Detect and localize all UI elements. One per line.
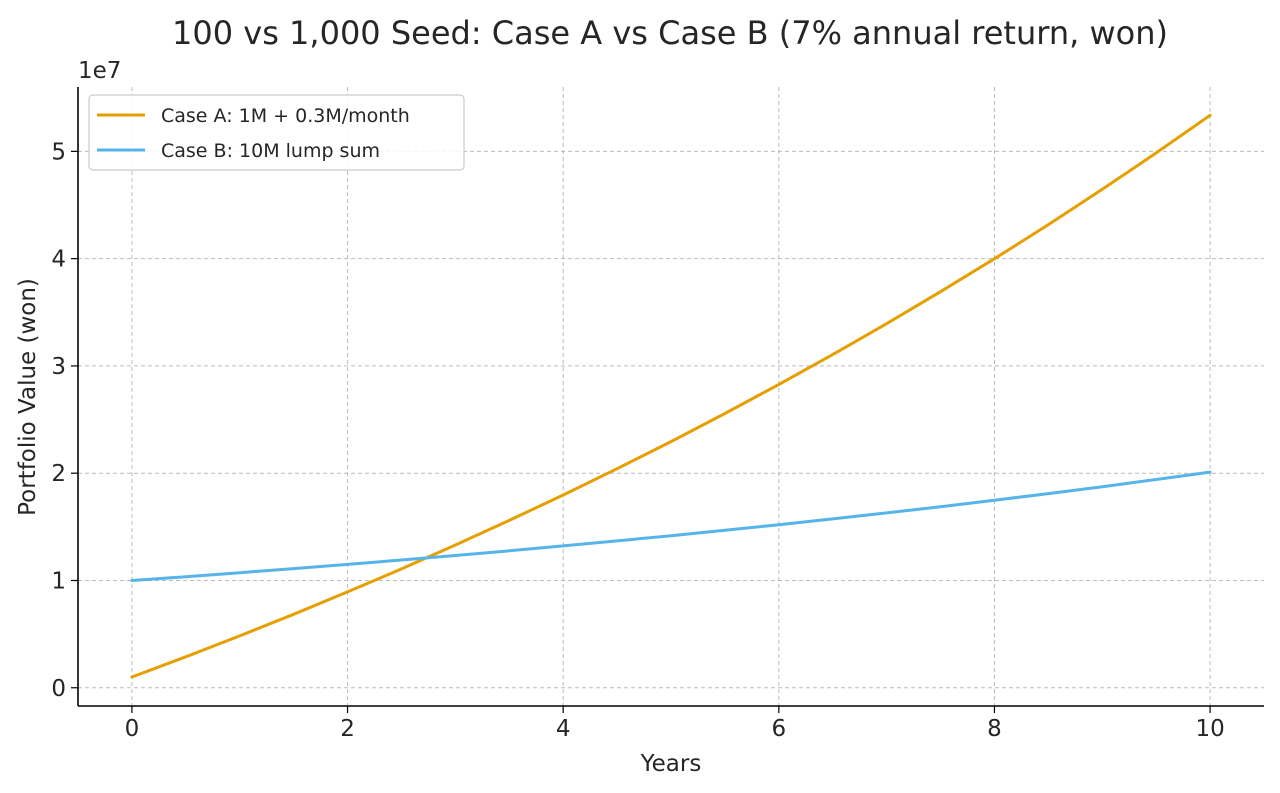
series-layer (130, 113, 1212, 679)
y-tick-label: 2 (51, 461, 66, 487)
x-tick-label: 10 (1195, 716, 1224, 742)
legend-label-case-b: Case B: 10M lump sum (161, 140, 380, 162)
legend-box (88, 94, 465, 171)
series-line-case-a (130, 113, 1212, 679)
x-tick-label: 6 (771, 716, 786, 742)
y-tick-label: 1 (51, 568, 66, 594)
y-tick-label: 4 (51, 247, 66, 273)
y-axis-exponent-label: 1e7 (78, 58, 121, 84)
y-axis-label: Portfolio Value (won) (15, 278, 41, 516)
series-line-case-b (130, 470, 1212, 582)
x-tick-label: 4 (556, 716, 571, 742)
axes-spines (77, 87, 1264, 707)
chart-title: 100 vs 1,000 Seed: Case A vs Case B (7% … (172, 14, 1168, 52)
y-axis-ticks: 0 1 2 3 4 5 (51, 139, 78, 702)
x-tick-label: 0 (125, 716, 140, 742)
grid (78, 87, 1264, 706)
x-tick-label: 8 (987, 716, 1002, 742)
x-axis-ticks: 0 2 4 6 8 10 (125, 706, 1225, 742)
legend: Case A: 1M + 0.3M/month Case B: 10M lump … (88, 94, 465, 171)
y-tick-label: 0 (51, 676, 66, 702)
legend-label-case-a: Case A: 1M + 0.3M/month (161, 105, 410, 127)
y-tick-label: 3 (51, 354, 66, 380)
x-axis-label: Years (640, 751, 702, 777)
y-tick-label: 5 (51, 139, 66, 165)
x-tick-label: 2 (340, 716, 355, 742)
